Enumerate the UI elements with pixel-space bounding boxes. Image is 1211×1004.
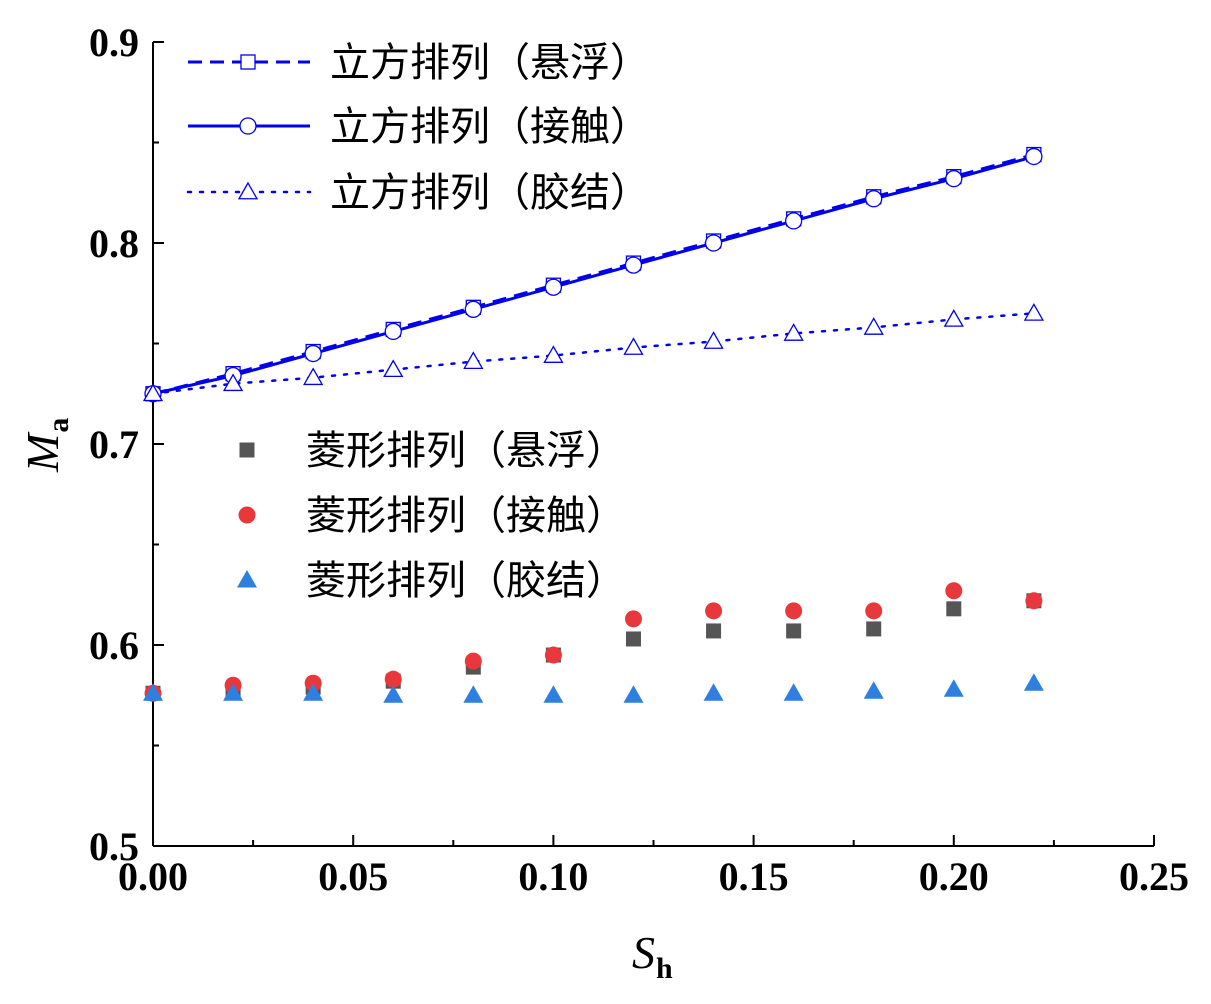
data-point [1025,592,1043,610]
x-tick-label: 0.25 [1119,854,1189,899]
legend-label: 菱形排列（接触） [306,493,626,539]
data-point [946,601,962,617]
legend-entry: 菱形排列（胶结） [237,558,626,604]
data-point [624,256,643,274]
legend-label: 立方排列（接触） [330,104,650,150]
legend-entry: 菱形排列（接触） [238,493,626,539]
legend: 立方排列（悬浮） 立方排列（接触） 立方排列（胶结） 菱形排列（悬浮） 菱形排列（接触）… [186,40,650,604]
legend-entry: 菱形排列（悬浮） [239,428,626,474]
legend-entry: 立方排列（接触） [188,104,650,150]
x-tick-label: 0.05 [318,854,388,899]
data-point [784,212,803,230]
data-point [222,373,244,392]
series-line [152,153,1035,396]
data-point [1025,147,1043,166]
data-point [304,344,322,363]
data-point [704,234,723,252]
data-point [783,323,804,341]
legend-marker [238,506,256,524]
x-axis-label: Sh [632,927,673,985]
data-point [705,602,723,620]
data-point [625,631,641,647]
data-point [1023,673,1044,691]
data-point [863,317,884,335]
legend-label: 菱形排列（胶结） [306,558,626,604]
data-point [623,337,644,355]
y-tick-label: 0.5 [89,824,139,869]
data-point [786,623,802,639]
data-point [143,683,163,701]
legend-label: 立方排列（胶结） [330,170,650,216]
legend-marker [237,570,257,588]
series-4 [145,593,1042,701]
data-point [785,602,803,620]
series-3 [142,303,1045,402]
series-5 [144,582,1043,702]
data-point [703,331,724,349]
legend-marker [239,117,257,135]
data-point [304,674,322,692]
series-2 [144,147,1043,403]
data-point [703,683,724,701]
data-point [303,367,324,386]
data-point [943,679,964,697]
legend-label: 菱形排列（悬浮） [306,428,626,474]
data-point [945,170,963,188]
data-point [383,685,404,703]
data-point [543,345,564,363]
legend-entry: 立方排列（悬浮） [188,40,650,86]
data-point [623,685,644,703]
axis-labels: Sh Ma [17,418,673,985]
legend-entry: 立方排列（胶结） [186,170,650,216]
data-point [865,602,883,620]
data-point [624,610,642,628]
data-point [463,685,484,703]
data-point [544,278,563,296]
data-point [783,683,804,701]
data-point [863,681,884,699]
legend-marker [239,442,255,458]
x-tick-label: 0.00 [118,854,188,899]
data-point [223,683,244,701]
y-tick-label: 0.9 [89,20,139,65]
series-line [152,155,1035,396]
data-point [1023,303,1045,321]
data-point [865,190,883,208]
legend-marker [237,181,259,200]
series-6 [143,673,1044,703]
data-point [543,685,564,703]
y-tick-label: 0.6 [89,623,139,668]
data-point [384,322,402,341]
data-point [142,383,164,402]
series-line [151,312,1036,395]
y-tick-label: 0.8 [89,221,139,266]
x-tick-label: 0.10 [518,854,588,899]
data-point [383,359,404,378]
data-point [544,646,562,664]
x-tick-label: 0.15 [719,854,789,899]
data-point [463,351,484,369]
data-point [303,683,324,701]
legend-marker [240,54,256,70]
data-point [866,621,882,637]
data-point [945,582,963,600]
plot-area [142,146,1045,703]
data-point [706,623,722,639]
y-axis-label: Ma [17,418,75,473]
data-point [384,670,402,688]
data-point [943,309,964,327]
legend-label: 立方排列（悬浮） [330,40,650,86]
axes: 0.00 0.05 0.10 0.15 0.20 0.25 0.5 0.6 0.7 0.8 0.9 [89,20,1189,899]
data-point [464,300,482,318]
data-point [464,652,482,670]
y-tick-label: 0.7 [89,422,139,467]
x-tick-label: 0.20 [919,854,989,899]
